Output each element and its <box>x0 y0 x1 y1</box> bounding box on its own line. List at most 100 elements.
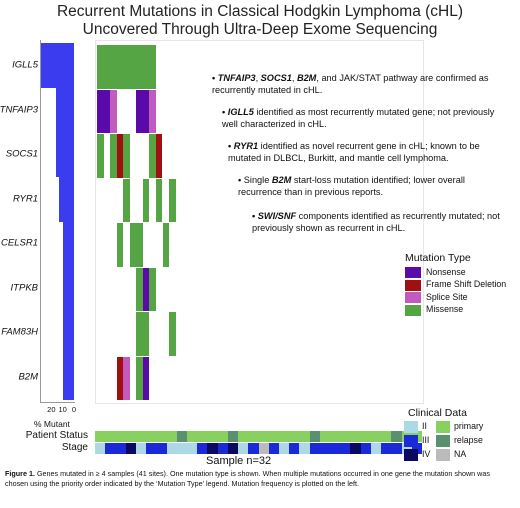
stage-cell-26 <box>360 443 371 454</box>
stage-label: Stage <box>61 442 88 453</box>
stage-cell-25 <box>350 443 361 454</box>
cell-socs1-0 <box>97 134 104 178</box>
bar-socs1 <box>55 132 74 177</box>
legend-label-splice-site: Splice Site <box>426 291 468 302</box>
annotation-text: , and JAK/STAT pathway are confirmed as … <box>212 73 489 95</box>
annotation-gene: RYR1 <box>233 141 259 151</box>
status-cell-29 <box>391 431 402 442</box>
annotation-gene: B2M <box>271 175 292 185</box>
status-cell-4 <box>135 431 147 442</box>
stage-cell-21 <box>309 443 320 454</box>
cell-ryr1-7 <box>142 178 150 222</box>
cell-igll5-7 <box>142 45 150 89</box>
gene-label-b2m: B2M <box>18 371 38 383</box>
bar-axis-tick-0: 0 <box>71 405 77 414</box>
cell-socs1-9 <box>155 134 163 178</box>
gene-label-tnfaip3: TNFAIP3 <box>0 104 38 116</box>
bullet-icon: • <box>252 211 258 221</box>
cell-tnfaip3-6 <box>136 89 143 133</box>
mutation-type-legend-title: Mutation Type <box>405 252 471 264</box>
status-cell-12 <box>217 431 228 442</box>
cell-b2m-7 <box>142 356 150 400</box>
cell-b2m-3 <box>116 356 124 400</box>
sample-count-label: Sample n=32 <box>206 455 272 467</box>
cell-celsr1-6 <box>136 223 143 267</box>
status-cell-22 <box>319 431 331 442</box>
cell-igll5-6 <box>136 45 143 89</box>
annotation-1: • TNFAIP3, SOCS1, B2M, and JAK/STAT path… <box>212 72 508 96</box>
cell-b2m-6 <box>136 356 143 400</box>
annotation-text: identified as most recurrently mutated g… <box>222 107 495 129</box>
status-cell-26 <box>360 431 371 442</box>
cell-igll5-2 <box>110 45 117 89</box>
stage-cell-17 <box>268 443 279 454</box>
cell-igll5-1 <box>103 45 111 89</box>
status-cell-14 <box>238 431 249 442</box>
cell-fam83h-11 <box>169 312 176 356</box>
status-cell-21 <box>309 431 320 442</box>
annotation-5: • SWI/SNF components identified as recur… <box>252 210 508 234</box>
stage-cell-0 <box>95 443 106 454</box>
stage-cell-2 <box>115 443 126 454</box>
cell-celsr1-10 <box>162 223 170 267</box>
stage-cell-14 <box>238 443 249 454</box>
status-cell-1 <box>105 431 116 442</box>
legend-swatch-missense <box>405 304 421 316</box>
status-cell-15 <box>248 431 259 442</box>
stage-cell-1 <box>105 443 116 454</box>
status-cell-18 <box>278 431 290 442</box>
cell-tnfaip3-8 <box>149 89 156 133</box>
stage-legend-III: III <box>422 435 430 445</box>
cell-ryr1-4 <box>123 178 130 222</box>
stage-legend-IV: IV <box>422 449 431 459</box>
stage-cell-8 <box>176 443 187 454</box>
annotation-gene: IGLL5 <box>227 107 254 117</box>
status-cell-16 <box>258 431 269 442</box>
bullet-icon: • <box>238 175 244 185</box>
legend-swatch-frame-shift-deletion <box>405 279 421 291</box>
bullet-icon: • <box>222 107 228 117</box>
gene-label-celsr1: CELSR1 <box>1 237 38 249</box>
annotation-gene: B2M <box>296 73 317 83</box>
status-cell-24 <box>340 431 351 442</box>
cell-socs1-8 <box>149 134 156 178</box>
cell-igll5-8 <box>149 45 156 89</box>
bullet-icon: • <box>228 141 234 151</box>
status-cell-10 <box>197 431 208 442</box>
annotation-2: • IGLL5 identified as most recurrently m… <box>222 106 508 130</box>
annotation-3: • RYR1 identified as novel recurrent gen… <box>228 140 508 164</box>
status-cell-0 <box>95 431 106 442</box>
legend-label-frame-shift-deletion: Frame Shift Deletion <box>426 279 507 289</box>
stage-cell-3 <box>125 443 136 454</box>
annotation-gene: SWI/SNF <box>257 211 297 221</box>
chart-title-line2: Uncovered Through Ultra-Deep Exome Seque… <box>82 21 438 38</box>
stage-cell-20 <box>299 443 310 454</box>
annotation-text: start-loss mutation identified; lower ov… <box>238 175 465 197</box>
legend-swatch-splice-site <box>405 292 421 303</box>
stage-legend-II: II <box>422 421 427 431</box>
cell-celsr1-3 <box>116 223 124 267</box>
bar-axis-tick-10: 10 <box>58 405 67 414</box>
bar-itpkb <box>62 265 74 311</box>
stage-cell-15 <box>248 443 259 454</box>
status-cell-7 <box>166 431 177 442</box>
cell-igll5-4 <box>123 45 130 89</box>
stage-cell-22 <box>319 443 331 454</box>
stage-cell-12 <box>217 443 228 454</box>
status-cell-2 <box>115 431 126 442</box>
status-cell-3 <box>125 431 136 442</box>
status-cell-11 <box>207 431 218 442</box>
stage-swatch-III <box>404 435 418 447</box>
status-cell-25 <box>350 431 361 442</box>
percent-mutant-bar-chart <box>40 40 75 403</box>
annotation-gene: SOCS1 <box>260 73 292 83</box>
gene-label-igll5: IGLL5 <box>12 59 38 71</box>
cell-ryr1-11 <box>169 178 176 222</box>
cell-tnfaip3-0 <box>97 89 104 133</box>
stage-cell-13 <box>227 443 239 454</box>
stage-cell-18 <box>278 443 290 454</box>
gene-label-ryr1: RYR1 <box>13 193 38 205</box>
caption-lead: Figure 1. <box>5 469 35 478</box>
clinical-legend-relapse: relapse <box>454 435 483 445</box>
clinical-legend-na: NA <box>454 449 467 459</box>
